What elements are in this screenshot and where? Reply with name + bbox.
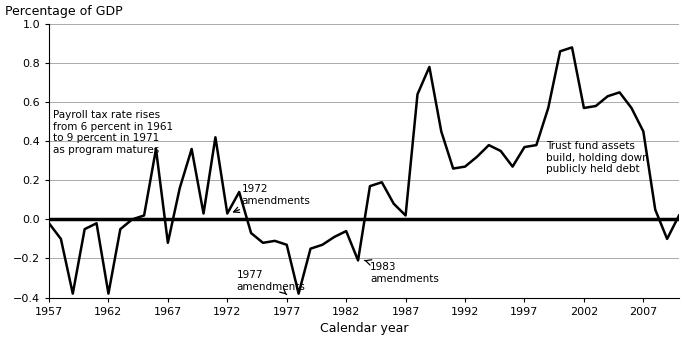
Text: 1977
amendments: 1977 amendments: [237, 270, 306, 294]
Text: 1983
amendments: 1983 amendments: [365, 260, 439, 284]
Text: Trust fund assets
build, holding down
publicly held debt: Trust fund assets build, holding down pu…: [546, 141, 649, 174]
X-axis label: Calendar year: Calendar year: [320, 322, 408, 335]
Text: 1972
amendments: 1972 amendments: [234, 184, 310, 212]
Text: Percentage of GDP: Percentage of GDP: [5, 5, 122, 18]
Text: Payroll tax rate rises
from 6 percent in 1961
to 9 percent in 1971
as program ma: Payroll tax rate rises from 6 percent in…: [52, 110, 173, 155]
